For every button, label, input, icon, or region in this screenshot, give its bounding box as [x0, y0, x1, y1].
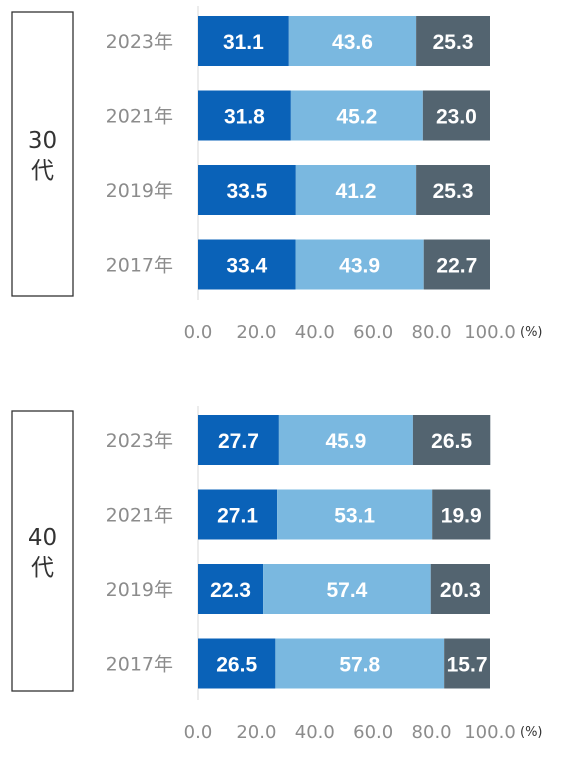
group-label-age: 30: [28, 128, 57, 154]
bar-segment: [277, 489, 433, 540]
bar-segment: [423, 239, 490, 290]
data-label: 22.3: [210, 579, 251, 602]
bar-segment: [198, 638, 276, 689]
x-tick-label: 20.0: [236, 722, 276, 743]
x-tick-label: 100.0: [464, 322, 516, 343]
category-label: 2021年: [106, 505, 173, 527]
bar-segment: [430, 564, 490, 614]
bar-segment: [416, 165, 490, 215]
category-label: 2017年: [106, 255, 173, 277]
data-label: 27.7: [218, 430, 259, 453]
x-tick-label: 80.0: [412, 722, 452, 743]
category-label: 2017年: [106, 654, 173, 676]
data-label: 33.5: [226, 180, 267, 203]
bar-segment: [198, 415, 279, 465]
data-label: 57.8: [339, 654, 380, 677]
bar-segment: [275, 638, 445, 689]
x-tick-label: 80.0: [412, 322, 452, 343]
data-label: 25.3: [433, 180, 474, 203]
data-label: 31.1: [223, 31, 264, 54]
data-label: 31.8: [224, 106, 265, 129]
data-label: 26.5: [216, 654, 257, 677]
category-label: 2021年: [106, 106, 173, 128]
bar-segment: [422, 90, 490, 141]
bar-segment: [278, 415, 413, 465]
data-label: 45.2: [336, 106, 377, 129]
group-label-age: 40: [28, 525, 57, 551]
data-label: 43.6: [332, 31, 373, 54]
bar-segment: [198, 564, 264, 614]
data-label: 25.3: [433, 31, 474, 54]
group-label-box: [11, 11, 74, 297]
data-label: 22.7: [436, 255, 477, 278]
chart-panel-1: 30 代 2023年 31.1 43.6 25.3 2021年 31.8 45.2 23.0 201…: [11, 6, 543, 343]
data-label: 27.1: [217, 505, 258, 528]
bar-segment: [416, 16, 490, 66]
category-label: 2019年: [106, 180, 173, 202]
group-label-box: [11, 410, 74, 692]
data-label: 15.7: [447, 654, 488, 677]
x-tick-label: 20.0: [236, 322, 276, 343]
data-label: 41.2: [336, 180, 377, 203]
data-label: 53.1: [334, 505, 375, 528]
data-label: 45.9: [325, 430, 366, 453]
x-tick-label: 60.0: [353, 722, 393, 743]
bar-segment: [198, 165, 296, 215]
data-label: 20.3: [440, 579, 481, 602]
bar-segment: [198, 16, 289, 66]
data-label: 43.9: [339, 255, 380, 278]
x-tick-label: 60.0: [353, 322, 393, 343]
bar-segment: [444, 638, 490, 689]
bar-segment: [198, 90, 291, 141]
data-label: 33.4: [226, 255, 267, 278]
group-label-suffix: 代: [31, 158, 54, 184]
bar-segment: [263, 564, 431, 614]
bar-segment: [295, 239, 424, 290]
data-label: 26.5: [431, 430, 472, 453]
x-tick-label: 40.0: [295, 722, 335, 743]
x-unit-label: (%): [520, 325, 543, 340]
data-label: 19.9: [441, 505, 482, 528]
x-tick-label: 100.0: [464, 722, 516, 743]
data-label: 57.4: [326, 579, 367, 602]
x-tick-label: 0.0: [184, 722, 213, 743]
bar-segment: [198, 239, 296, 290]
x-tick-label: 0.0: [184, 322, 213, 343]
bar-segment: [198, 489, 278, 540]
category-label: 2023年: [106, 430, 173, 452]
bar-segment: [290, 90, 423, 141]
bar-segment: [432, 489, 491, 540]
x-unit-label: (%): [520, 725, 543, 740]
bar-segment: [412, 415, 491, 465]
category-label: 2019年: [106, 579, 173, 601]
group-label-suffix: 代: [31, 555, 54, 581]
chart-panel-2: 40 代 2023年 27.7 45.9 26.5 2021年 27.1 53.1 19.9 201…: [11, 406, 543, 743]
category-label: 2023年: [106, 31, 173, 53]
x-tick-label: 40.0: [295, 322, 335, 343]
data-label: 23.0: [436, 106, 477, 129]
bar-segment: [295, 165, 417, 215]
bar-segment: [288, 16, 417, 66]
